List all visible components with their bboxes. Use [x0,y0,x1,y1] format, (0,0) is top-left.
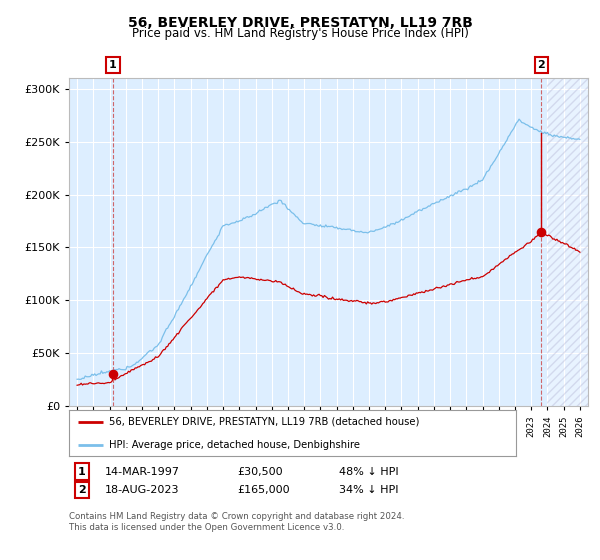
Text: 48% ↓ HPI: 48% ↓ HPI [339,466,398,477]
Text: £165,000: £165,000 [237,485,290,495]
Text: 2: 2 [78,485,86,495]
Text: 34% ↓ HPI: 34% ↓ HPI [339,485,398,495]
Text: 14-MAR-1997: 14-MAR-1997 [105,466,180,477]
Text: £30,500: £30,500 [237,466,283,477]
Point [536,227,546,236]
Text: 56, BEVERLEY DRIVE, PRESTATYN, LL19 7RB: 56, BEVERLEY DRIVE, PRESTATYN, LL19 7RB [128,16,472,30]
Text: Price paid vs. HM Land Registry's House Price Index (HPI): Price paid vs. HM Land Registry's House … [131,27,469,40]
Text: 56, BEVERLEY DRIVE, PRESTATYN, LL19 7RB (detached house): 56, BEVERLEY DRIVE, PRESTATYN, LL19 7RB … [109,417,419,427]
Text: HPI: Average price, detached house, Denbighshire: HPI: Average price, detached house, Denb… [109,440,360,450]
Bar [547,78,600,406]
Text: Contains HM Land Registry data © Crown copyright and database right 2024.
This d: Contains HM Land Registry data © Crown c… [69,512,404,532]
Text: 1: 1 [109,60,117,70]
Text: 18-AUG-2023: 18-AUG-2023 [105,485,179,495]
Point [108,369,118,378]
Text: 1: 1 [78,466,86,477]
Text: 2: 2 [538,60,545,70]
